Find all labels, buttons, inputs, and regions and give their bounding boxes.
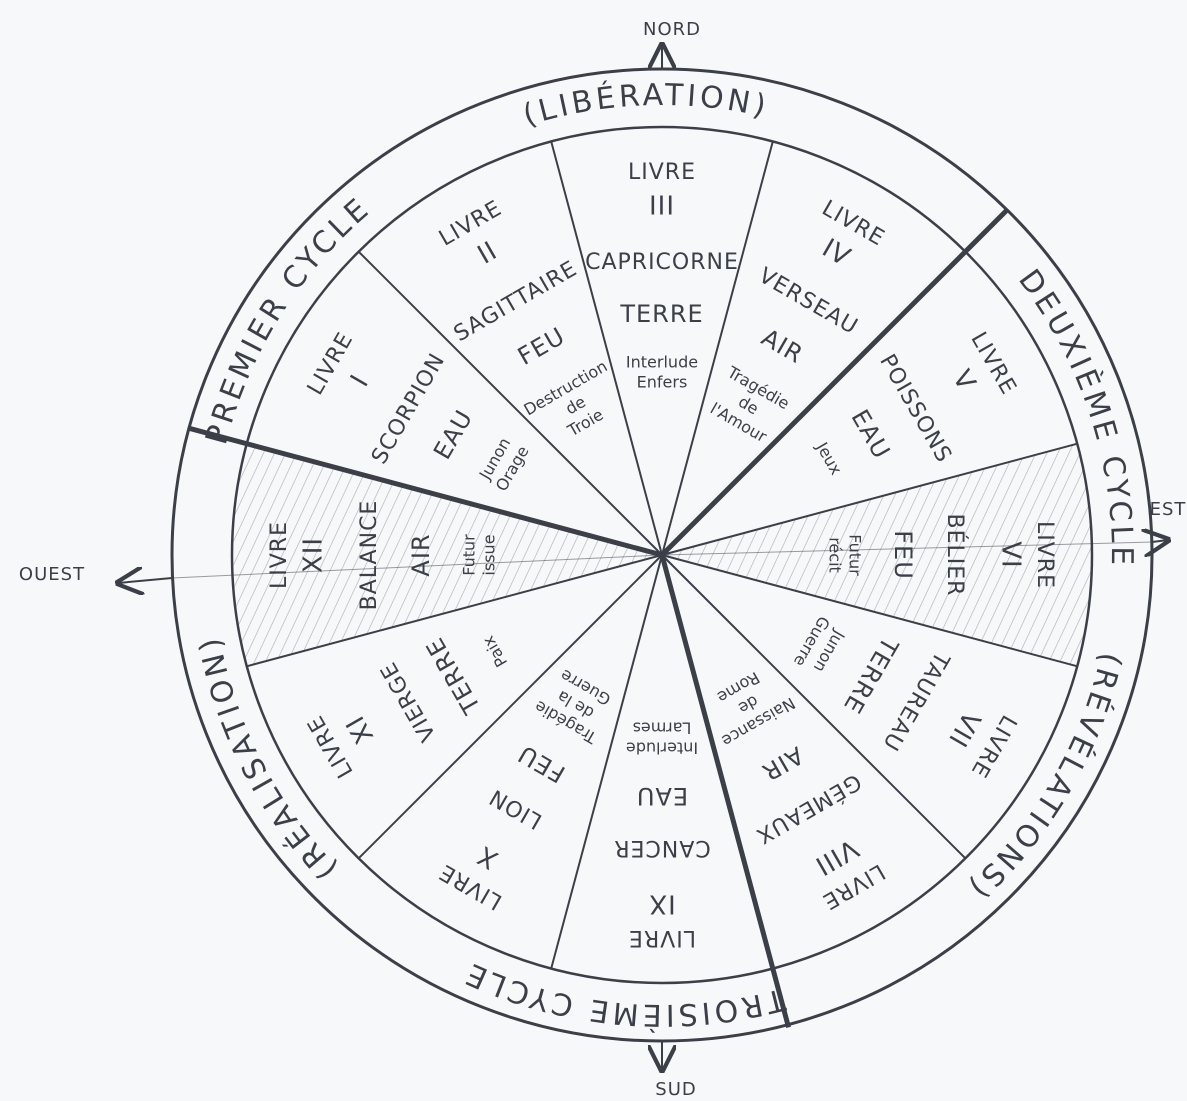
sign-label: CANCER xyxy=(613,835,710,860)
book-label: LIVRE xyxy=(435,196,506,252)
element-label: EAU xyxy=(846,405,896,464)
ring-label: (LIBÉRATION) xyxy=(519,77,773,133)
book-numeral: VI xyxy=(996,541,1026,568)
book-label: LIVRE xyxy=(435,858,506,914)
west-arrow xyxy=(118,578,172,583)
theme-text: Jeux xyxy=(812,438,846,478)
theme-text: Interlude xyxy=(626,353,698,372)
sector-divider xyxy=(551,141,662,555)
book-numeral: V xyxy=(946,365,981,396)
east-arrow xyxy=(1152,540,1168,542)
element-label: TERRE xyxy=(420,632,486,719)
ring-label: TROISIÈME CYCLE xyxy=(458,955,790,1034)
body: NORD SUD EST OUEST LIVREISCORPIONEAUJuno… xyxy=(0,0,1187,1101)
ring-label-text: PREMIER CYCLE xyxy=(199,190,378,449)
book-numeral: II xyxy=(473,236,503,271)
book-numeral: XI xyxy=(340,710,380,749)
sign-label: LION xyxy=(485,783,546,833)
theme-text: Futur xyxy=(846,534,865,576)
book-numeral: IX xyxy=(648,889,675,919)
element-label: AIR xyxy=(757,741,808,787)
element-label: FEU xyxy=(513,322,570,371)
ring-label-text: (RÉALISATION) xyxy=(192,631,344,886)
book-numeral: X xyxy=(472,839,503,874)
sign-label: VIERGE xyxy=(376,657,441,745)
wheel-diagram: NORD SUD EST OUEST LIVREISCORPIONEAUJuno… xyxy=(0,0,1187,1101)
book-numeral: XII xyxy=(299,537,329,573)
ring-label-text: (LIBÉRATION) xyxy=(519,77,773,133)
theme-text: Interlude xyxy=(626,739,698,758)
ring-label-text: TROISIÈME CYCLE xyxy=(458,955,790,1034)
element-label: TERRE xyxy=(838,632,904,719)
element-label: EAU xyxy=(428,405,478,464)
book-numeral: III xyxy=(649,192,675,222)
element-label: FEU xyxy=(513,739,570,788)
book-numeral: IV xyxy=(817,233,856,273)
hatched-sector xyxy=(233,444,662,666)
ring-label: (RÉALISATION) xyxy=(192,631,344,886)
book-label: LIVRE xyxy=(965,328,1021,399)
sign-label: BALANCE xyxy=(357,500,382,611)
element-label: AIR xyxy=(407,533,435,576)
hatched-sector xyxy=(662,444,1091,666)
book-label: LIVRE xyxy=(1032,521,1057,589)
book-label: LIVRE xyxy=(628,160,696,185)
sector-divider xyxy=(551,555,662,969)
element-label: EAU xyxy=(636,782,688,810)
east-label: EST xyxy=(1150,499,1187,520)
theme-text: issue xyxy=(480,534,499,575)
book-numeral: I xyxy=(345,369,375,392)
theme-text: Enfers xyxy=(637,373,688,392)
sign-label: BÉLIER xyxy=(942,514,968,597)
sector-divider xyxy=(662,141,773,555)
book-numeral: VII xyxy=(942,706,986,752)
west-label: OUEST xyxy=(19,564,85,585)
north-label: NORD xyxy=(643,19,701,40)
theme-text: Futur xyxy=(460,534,479,576)
element-label: FEU xyxy=(889,530,917,580)
book-label: LIVRE xyxy=(267,521,292,589)
south-label: SUD xyxy=(655,1079,696,1100)
book-label: LIVRE xyxy=(628,925,696,950)
ring-label: PREMIER CYCLE xyxy=(199,190,378,449)
theme-text: Larmes xyxy=(633,719,692,738)
element-label: TERRE xyxy=(619,300,703,328)
page: Roue des cycles {"compass": {"north": "N… xyxy=(0,0,1187,1101)
element-label: AIR xyxy=(757,323,808,369)
sign-label: CAPRICORNE xyxy=(585,250,739,275)
theme-text: récit xyxy=(826,537,845,573)
theme-text: Paix xyxy=(478,633,511,671)
book-label: LIVRE xyxy=(303,328,359,399)
